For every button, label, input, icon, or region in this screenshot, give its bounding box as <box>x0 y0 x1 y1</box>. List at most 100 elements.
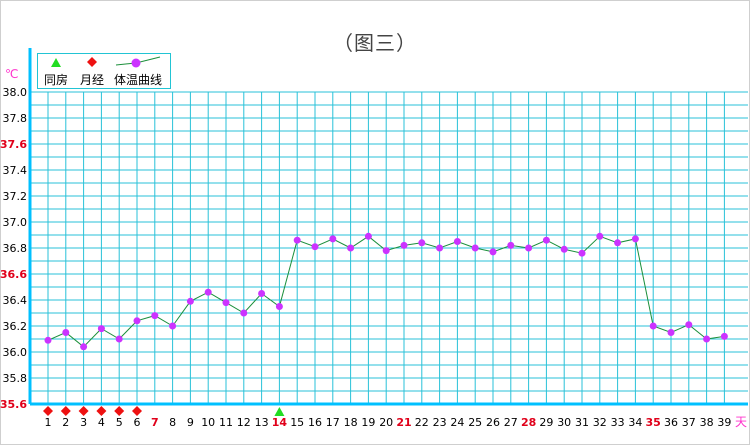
temperature-point <box>169 322 177 330</box>
x-tick-label: 31 <box>575 416 589 429</box>
x-tick-label: 38 <box>700 416 714 429</box>
x-tick-label: 4 <box>98 416 105 429</box>
temperature-point <box>311 243 319 251</box>
x-tick-label: 21 <box>396 416 411 429</box>
temperature-point <box>436 244 444 252</box>
x-tick-label: 8 <box>169 416 176 429</box>
x-tick-label: 32 <box>593 416 607 429</box>
y-tick-label: 38.0 <box>3 86 28 99</box>
temperature-point <box>560 245 568 253</box>
y-tick-label: 35.8 <box>3 372 28 385</box>
x-tick-label: 33 <box>611 416 625 429</box>
temperature-point <box>703 335 711 343</box>
temperature-point <box>62 329 70 336</box>
temperature-point <box>596 232 604 240</box>
x-tick-label: 15 <box>290 416 304 429</box>
temperature-point <box>293 236 301 244</box>
x-tick-label: 34 <box>628 416 642 429</box>
temperature-point <box>453 238 461 245</box>
legend: 同房 月经 体温曲线 <box>37 53 171 89</box>
x-tick-label: 26 <box>486 416 500 429</box>
x-tick-label: 27 <box>504 416 518 429</box>
menstruation-marker <box>132 406 142 416</box>
x-tick-label: 11 <box>219 416 233 429</box>
temperature-point <box>364 232 372 240</box>
x-tick-label: 7 <box>151 416 159 429</box>
temperature-point <box>667 329 675 336</box>
y-unit-label: ℃ <box>5 67 19 81</box>
purple-dot-icon <box>131 58 141 68</box>
temperature-point <box>400 241 408 249</box>
temperature-point <box>133 317 141 325</box>
temperature-point <box>258 290 266 297</box>
x-tick-label: 2 <box>62 416 69 429</box>
temperature-point <box>382 247 390 255</box>
temperature-point <box>418 239 426 247</box>
legend-label-menstruation: 月经 <box>80 73 105 87</box>
x-tick-label: 5 <box>116 416 123 429</box>
y-tick-label: 37.0 <box>3 216 28 229</box>
x-tick-label: 3 <box>80 416 87 429</box>
x-tick-label: 37 <box>682 416 696 429</box>
temperature-point <box>204 288 212 296</box>
temperature-point <box>471 244 479 252</box>
x-tick-label: 13 <box>255 416 269 429</box>
intercourse-marker <box>274 407 285 416</box>
temperature-point <box>275 303 283 310</box>
x-tick-label: 19 <box>361 416 375 429</box>
x-tick-label: 24 <box>450 416 464 429</box>
temperature-point <box>44 336 52 344</box>
x-tick-label: 39 <box>717 416 731 429</box>
temperature-point <box>631 235 639 243</box>
temperature-point <box>151 312 159 320</box>
menstruation-marker <box>96 406 107 416</box>
x-tick-label: 17 <box>326 416 340 429</box>
x-tick-label: 14 <box>272 416 288 429</box>
x-tick-label: 20 <box>379 416 393 429</box>
temperature-point <box>80 343 88 351</box>
temperature-point <box>649 322 657 330</box>
x-tick-label: 10 <box>201 416 215 429</box>
y-tick-label: 36.4 <box>3 294 28 307</box>
x-tick-label: 35 <box>646 416 661 429</box>
x-tick-label: 9 <box>187 416 194 429</box>
x-tick-label: 1 <box>45 416 52 429</box>
temperature-point <box>614 239 622 247</box>
y-tick-label: 37.4 <box>3 164 28 177</box>
y-tick-label: 35.6 <box>0 398 27 411</box>
temperature-point <box>685 321 693 329</box>
x-tick-label: 23 <box>433 416 447 429</box>
x-unit-label: 天 <box>735 415 747 429</box>
x-tick-label: 18 <box>344 416 358 429</box>
temperature-point <box>525 244 533 252</box>
temperature-point <box>222 299 230 307</box>
x-tick-label: 29 <box>539 416 553 429</box>
temperature-point <box>542 236 550 244</box>
temperature-point <box>115 335 123 343</box>
y-tick-label: 37.8 <box>3 112 28 125</box>
y-tick-label: 36.2 <box>3 320 28 333</box>
x-tick-label: 22 <box>415 416 429 429</box>
temperature-point <box>489 248 497 256</box>
x-tick-label: 36 <box>664 416 678 429</box>
green-triangle-icon <box>51 58 61 67</box>
x-tick-label: 28 <box>521 416 536 429</box>
legend-label-intercourse: 同房 <box>44 73 69 87</box>
y-tick-label: 37.6 <box>0 138 27 151</box>
temperature-point <box>329 235 337 243</box>
y-tick-label: 36.0 <box>3 346 28 359</box>
chart-title: （图三） <box>333 31 417 55</box>
menstruation-marker <box>60 406 71 416</box>
x-tick-label: 25 <box>468 416 482 429</box>
legend-icons <box>51 56 161 68</box>
temperature-point <box>507 241 515 249</box>
temperature-point <box>186 297 194 305</box>
x-tick-label: 6 <box>134 416 141 429</box>
x-tick-label: 16 <box>308 416 322 429</box>
temperature-point <box>347 244 355 252</box>
menstruation-marker <box>43 406 53 416</box>
menstruation-marker <box>114 406 125 416</box>
x-tick-label: 30 <box>557 416 571 429</box>
x-tick-label: 12 <box>237 416 251 429</box>
